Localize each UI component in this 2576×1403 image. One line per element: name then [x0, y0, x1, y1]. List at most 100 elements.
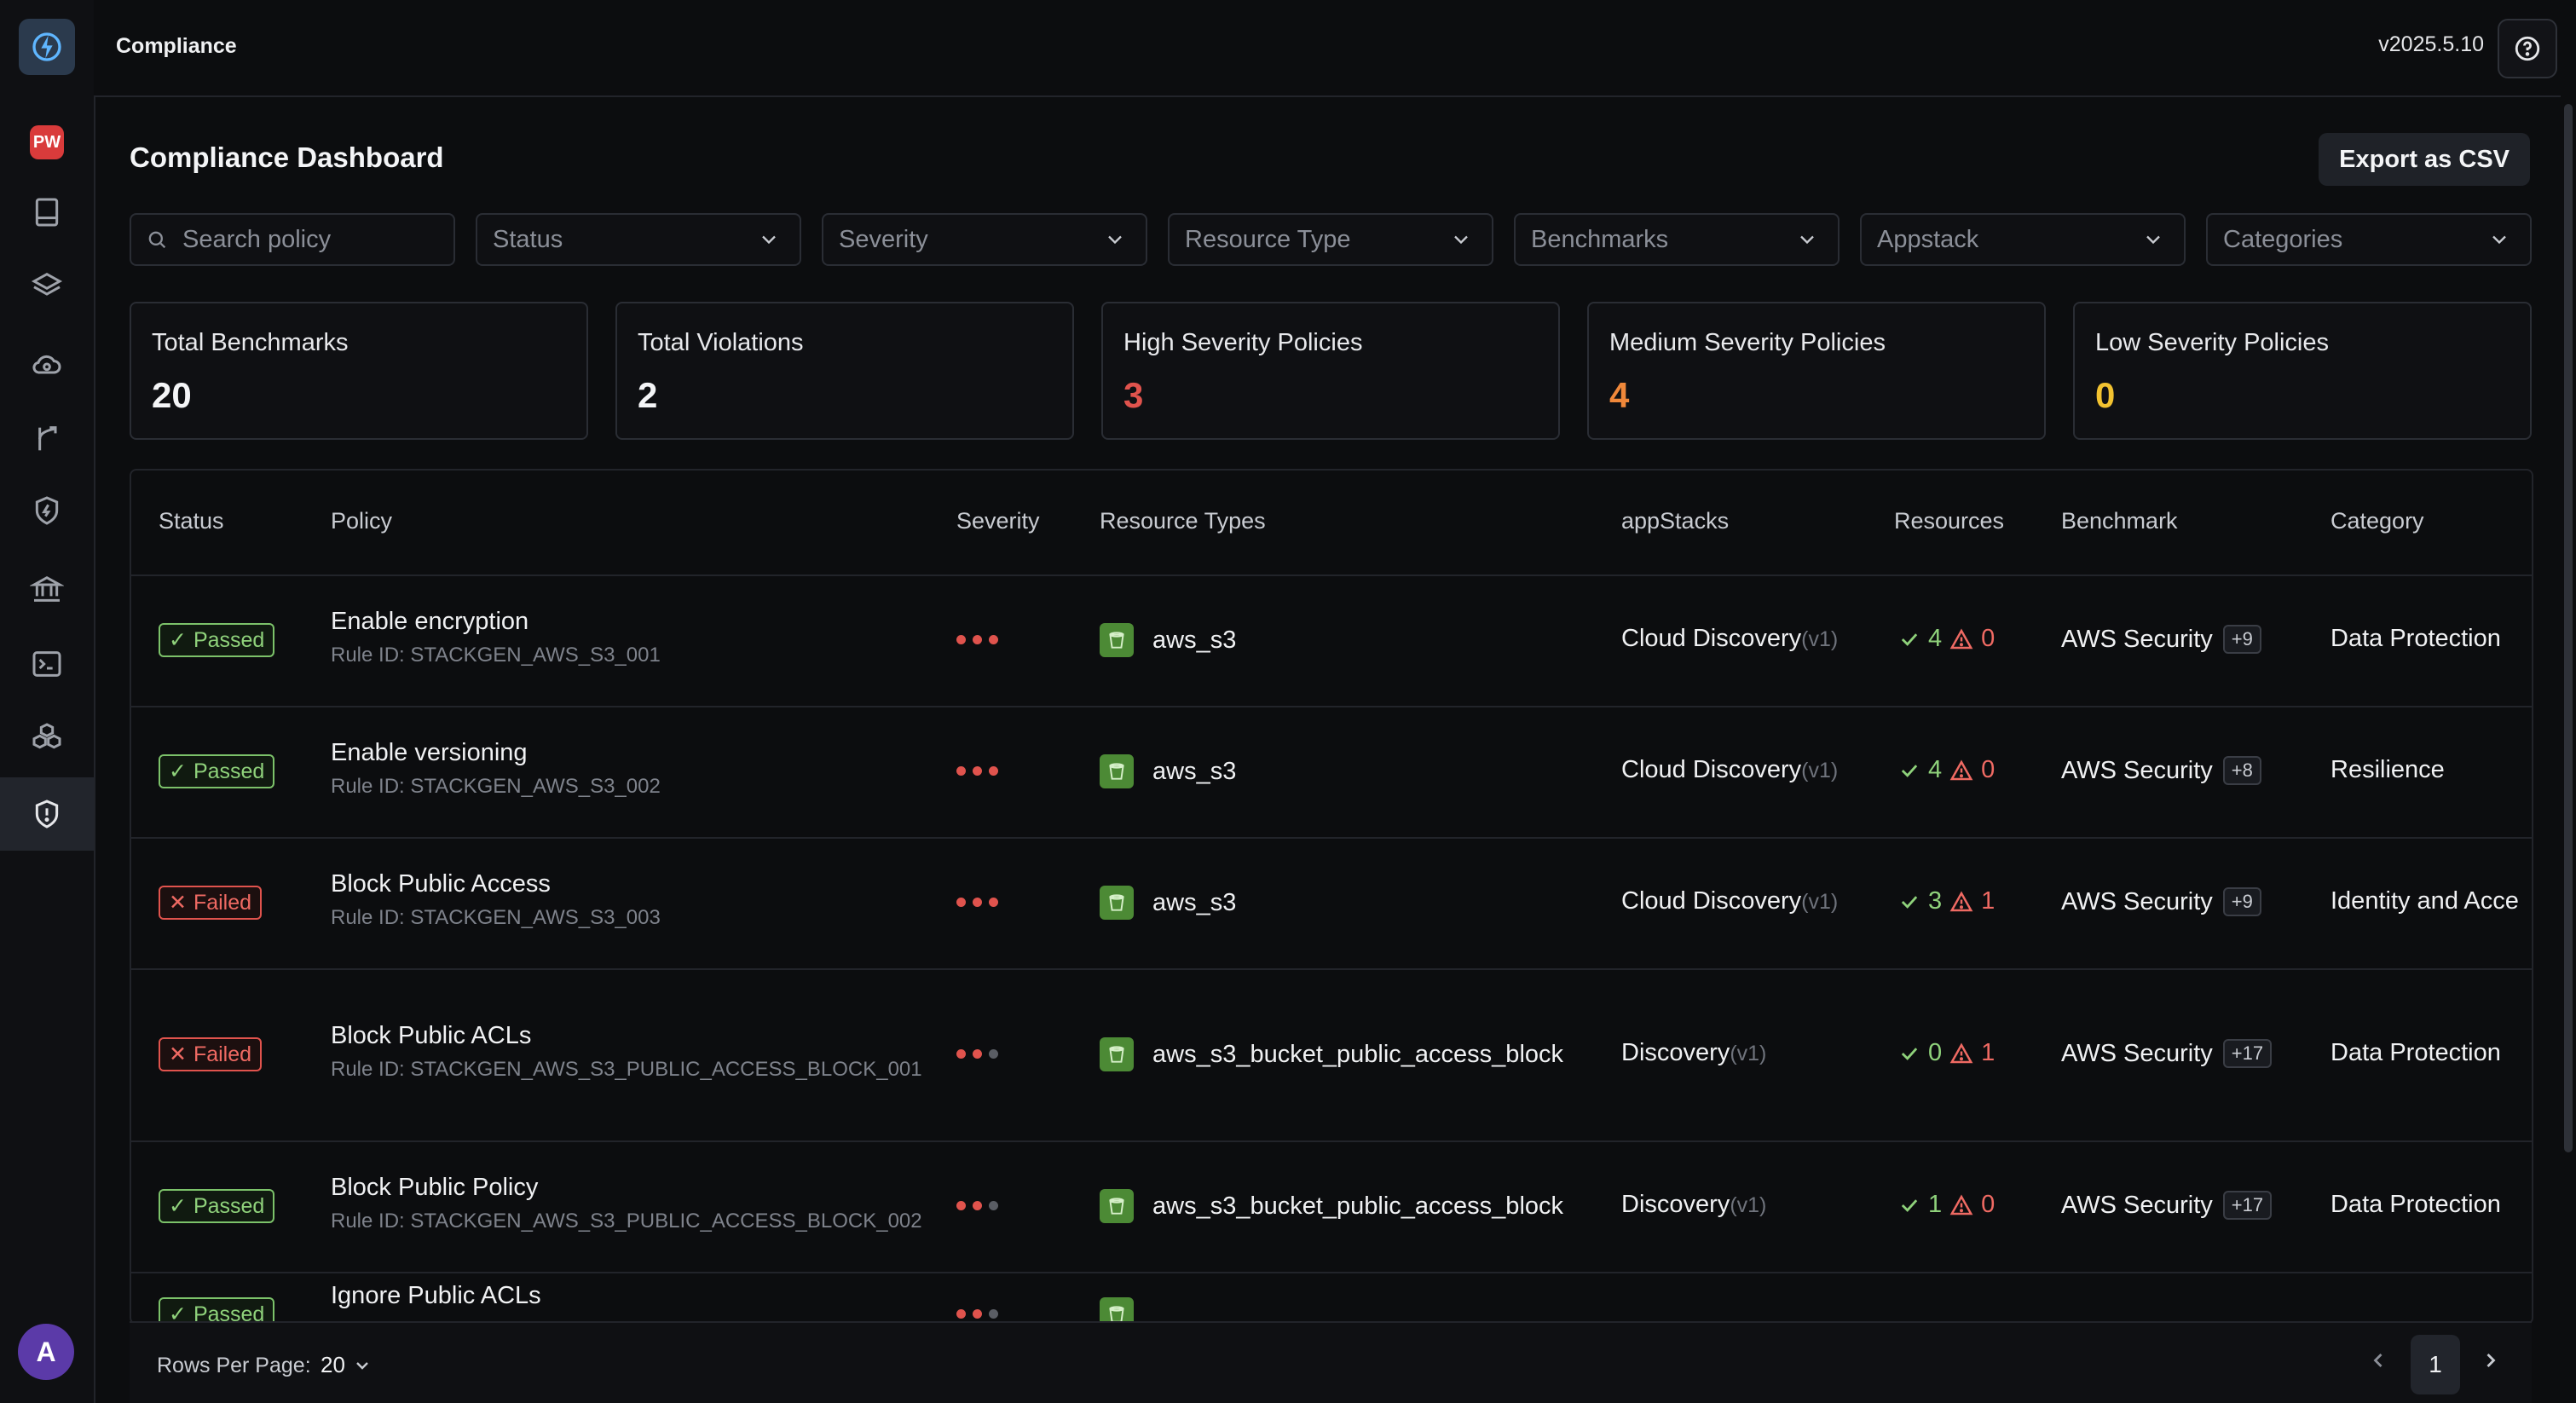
- resource-type: aws_s3_bucket_public_access_block: [1100, 1037, 1563, 1071]
- benchmark-more-badge[interactable]: +9: [2222, 625, 2261, 654]
- status-badge: ✓ Passed: [159, 1189, 275, 1223]
- violation-count: 1: [1981, 887, 1996, 915]
- benchmark-more-badge[interactable]: +9: [2222, 887, 2261, 916]
- sidebar-item-workspace[interactable]: PW: [0, 106, 94, 179]
- category: Identity and Acce: [2331, 887, 2519, 915]
- severity-dot: [973, 766, 982, 776]
- sidebar-item-cloud-discovery[interactable]: [0, 327, 94, 401]
- status-label: Passed: [193, 627, 265, 652]
- sidebar-item-compliance[interactable]: [0, 777, 94, 851]
- severity-dot: [973, 898, 982, 907]
- severity-dot: [973, 1309, 982, 1319]
- sidebar-item-catalog[interactable]: [0, 176, 94, 249]
- appstack[interactable]: Cloud Discovery(v1): [1621, 887, 1838, 915]
- table-row[interactable]: ✓ Passed Enable encryption Rule ID: STACKG…: [131, 574, 2532, 707]
- sidebar-item-modules[interactable]: [0, 701, 94, 774]
- page-number-button[interactable]: 1: [2411, 1335, 2460, 1394]
- policy-name[interactable]: Enable encryption: [331, 608, 529, 635]
- policy-name[interactable]: Block Public ACLs: [331, 1022, 532, 1049]
- categories-filter[interactable]: Categories: [2206, 213, 2532, 266]
- chevron-down-icon: [1454, 235, 1468, 245]
- sidebar-item-policies[interactable]: [0, 474, 94, 547]
- table-row[interactable]: ✓ Passed Ignore Public ACLs: [131, 1272, 2532, 1323]
- appstack-version: (v1): [1801, 890, 1839, 914]
- policy-name[interactable]: Enable versioning: [331, 739, 528, 766]
- sidebar-item-governance[interactable]: [0, 552, 94, 626]
- layers-icon: [31, 272, 63, 296]
- appstack-filter[interactable]: Appstack: [1860, 213, 2186, 266]
- export-csv-button[interactable]: Export as CSV: [2319, 133, 2530, 186]
- chevron-down-icon: [2492, 235, 2506, 245]
- check-icon: [1901, 632, 1918, 646]
- sidebar-item-pipelines[interactable]: [0, 402, 94, 476]
- status-filter[interactable]: Status: [476, 213, 801, 266]
- appstack[interactable]: Discovery(v1): [1621, 1039, 1766, 1067]
- passed-count: 3: [1928, 887, 1943, 915]
- column-header-resources[interactable]: Resources: [1894, 508, 2005, 534]
- card-total-benchmarks: Total Benchmarks 20: [130, 302, 588, 440]
- page-scrollbar[interactable]: [2561, 95, 2576, 1403]
- chevron-down-icon: [1108, 235, 1122, 245]
- rows-per-page-select[interactable]: 20: [321, 1352, 373, 1378]
- table-row[interactable]: ✕ Failed Block Public ACLs Rule ID: STACKG…: [131, 968, 2532, 1142]
- app-logo[interactable]: [19, 19, 75, 75]
- violation-count: 1: [1981, 1039, 1996, 1066]
- column-header-severity[interactable]: Severity: [956, 508, 1040, 534]
- severity-dot: [956, 1309, 966, 1319]
- book-icon: [35, 198, 59, 227]
- column-header-benchmark[interactable]: Benchmark: [2061, 508, 2178, 534]
- benchmark-name: AWS Security: [2061, 1039, 2213, 1067]
- check-icon: ✓: [169, 759, 187, 783]
- column-header-category[interactable]: Category: [2331, 508, 2424, 534]
- appstack-version: (v1): [1730, 1193, 1767, 1217]
- search-icon: [148, 231, 166, 249]
- appstack[interactable]: Cloud Discovery(v1): [1621, 625, 1838, 653]
- column-header-status[interactable]: Status: [159, 508, 224, 534]
- column-header-resource-types[interactable]: Resource Types: [1100, 508, 1266, 534]
- appstack-name: Cloud Discovery: [1621, 625, 1802, 652]
- table-row[interactable]: ✓ Passed Enable versioning Rule ID: STACKG…: [131, 706, 2532, 839]
- severity-dot: [973, 635, 982, 644]
- sidebar-item-terminal[interactable]: [0, 627, 94, 701]
- column-header-policy[interactable]: Policy: [331, 508, 393, 534]
- benchmark-more-badge[interactable]: +17: [2222, 1039, 2273, 1068]
- benchmark-more-badge[interactable]: +8: [2222, 756, 2261, 785]
- severity-indicator: [956, 1201, 998, 1210]
- user-avatar[interactable]: A: [18, 1324, 74, 1380]
- policy-name[interactable]: Block Public Access: [331, 870, 551, 898]
- resource-type: [1100, 1297, 1152, 1323]
- benchmarks-filter[interactable]: Benchmarks: [1514, 213, 1840, 266]
- card-title: Total Benchmarks: [152, 329, 349, 356]
- status-badge: ✓ Passed: [159, 1297, 275, 1323]
- next-page-button[interactable]: [2472, 1342, 2510, 1379]
- policy-name[interactable]: Block Public Policy: [331, 1174, 539, 1201]
- severity-filter[interactable]: Severity: [822, 213, 1147, 266]
- column-header-appstacks[interactable]: appStacks: [1621, 508, 1730, 534]
- table-header: Status Policy Severity Resource Types ap…: [131, 471, 2532, 576]
- previous-page-button[interactable]: [2359, 1342, 2397, 1379]
- table-row[interactable]: ✓ Passed Block Public Policy Rule ID: STAC…: [131, 1140, 2532, 1273]
- severity-indicator: [956, 1309, 998, 1319]
- status-label: Passed: [193, 759, 265, 783]
- help-button[interactable]: [2498, 19, 2557, 78]
- top-bar: Compliance v2025.5.10: [94, 0, 2576, 97]
- resource-type-label: aws_s3: [1152, 888, 1237, 916]
- card-title: High Severity Policies: [1123, 329, 1363, 356]
- benchmark-more-badge[interactable]: +17: [2222, 1191, 2273, 1220]
- rows-per-page-value: 20: [321, 1352, 345, 1377]
- status-label: Failed: [193, 1042, 252, 1066]
- help-circle-icon: [2515, 36, 2540, 61]
- chevron-down-icon: [1800, 235, 1814, 245]
- appstack[interactable]: Discovery(v1): [1621, 1191, 1766, 1219]
- check-icon: [1901, 1198, 1918, 1212]
- resource-type-filter[interactable]: Resource Type: [1168, 213, 1493, 266]
- card-value: 2: [638, 375, 658, 415]
- appstack-name: Discovery: [1621, 1039, 1730, 1066]
- policy-name[interactable]: Ignore Public ACLs: [331, 1282, 541, 1309]
- scrollbar-thumb[interactable]: [2564, 104, 2573, 1152]
- sidebar-item-layers[interactable]: [0, 249, 94, 322]
- search-input[interactable]: Search policy: [130, 213, 455, 266]
- bolt-logo-icon: [32, 32, 61, 61]
- appstack[interactable]: Cloud Discovery(v1): [1621, 756, 1838, 784]
- table-row[interactable]: ✕ Failed Block Public Access Rule ID: STAC…: [131, 837, 2532, 970]
